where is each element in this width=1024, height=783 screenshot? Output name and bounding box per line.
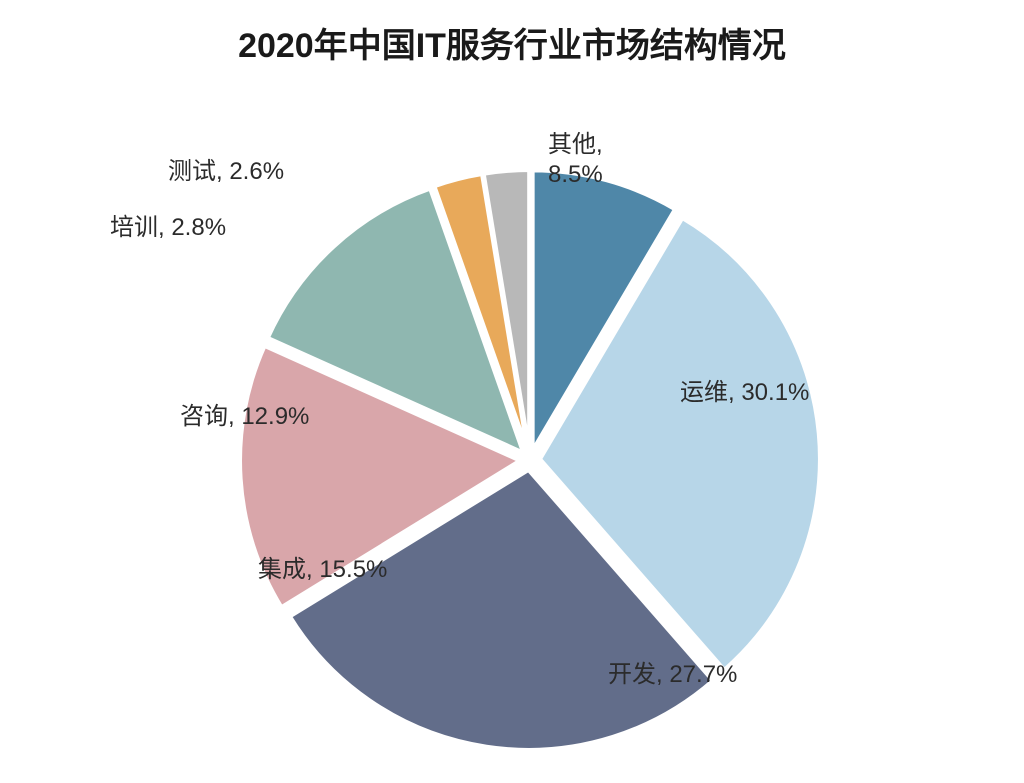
slice-label-line2: 8.5% (548, 160, 603, 190)
pie-chart-container: 2020年中国IT服务行业市场结构情况 其他,8.5%运维, 30.1%开发, … (0, 0, 1024, 783)
slice-label-line1: 其他, (548, 130, 603, 160)
slice-label-运维: 运维, 30.1% (680, 378, 809, 408)
slice-label-其他: 其他,8.5% (548, 130, 603, 190)
slice-label-咨询: 咨询, 12.9% (180, 402, 309, 432)
slice-label-集成: 集成, 15.5% (258, 555, 387, 585)
pie-area (0, 0, 1024, 783)
slice-label-测试: 测试, 2.6% (168, 157, 284, 187)
slice-label-培训: 培训, 2.8% (110, 213, 226, 243)
slice-label-开发: 开发, 27.7% (608, 660, 737, 690)
pie-svg (0, 0, 1024, 783)
